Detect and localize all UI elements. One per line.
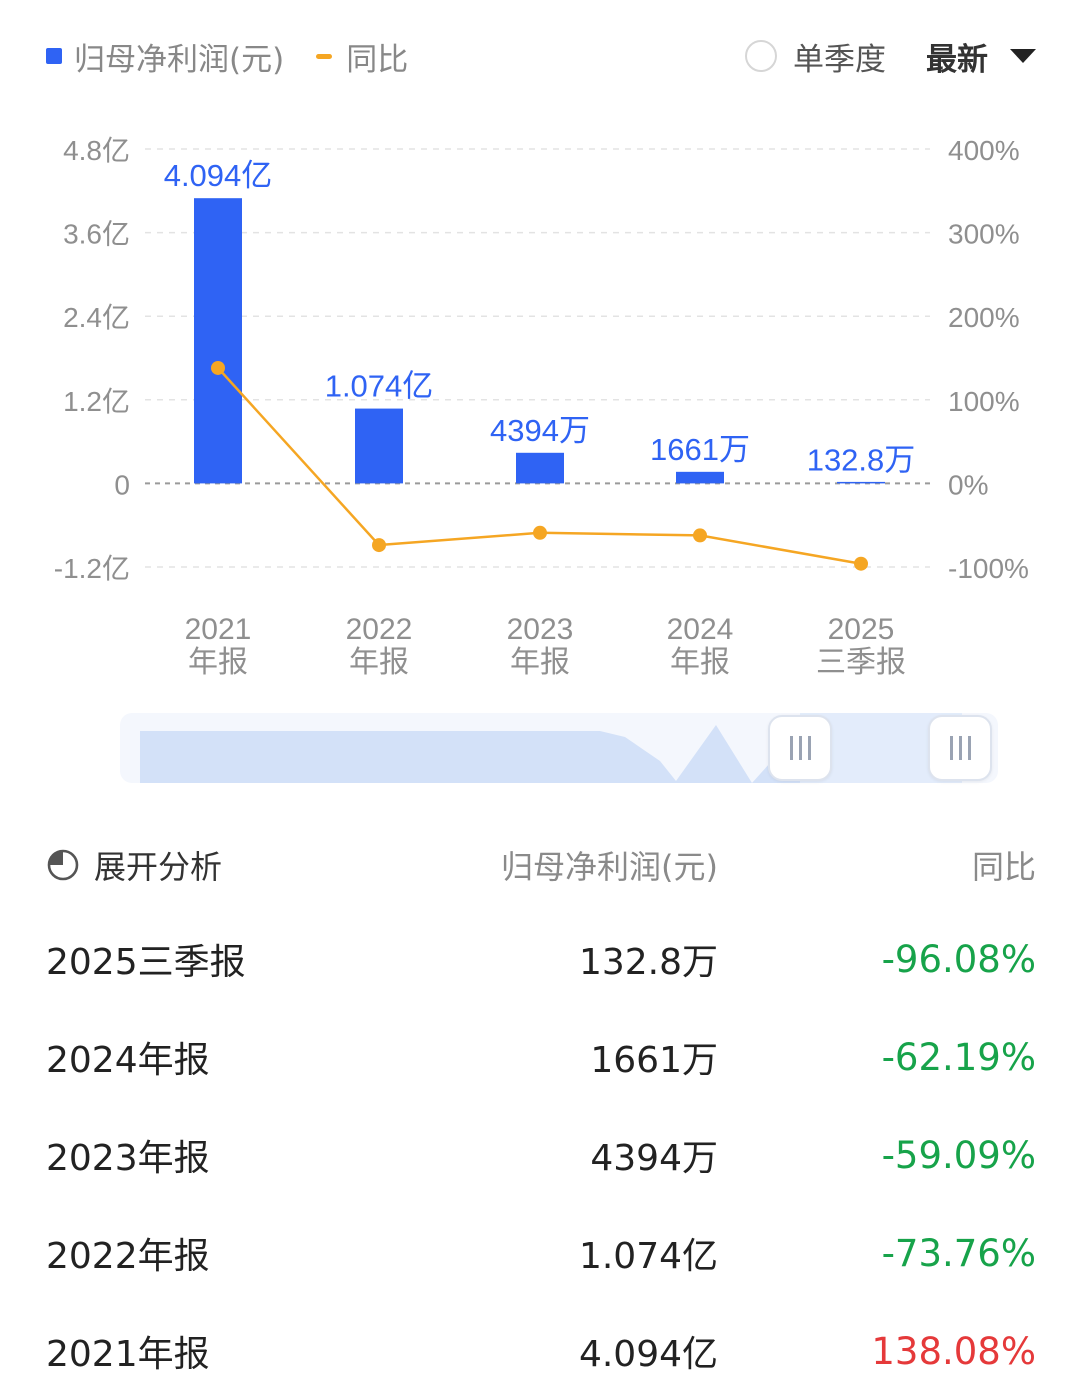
row-period: 2025三季报 bbox=[46, 942, 246, 983]
table-row[interactable]: 2021年报 4.094亿 138.08% bbox=[46, 1302, 1036, 1400]
y-left-tick-label: 2.4亿 bbox=[63, 302, 130, 333]
table-row[interactable]: 2024年报 1661万 -62.19% bbox=[46, 1008, 1036, 1106]
y-left-tick-label: 1.2亿 bbox=[63, 386, 130, 417]
yoy-point bbox=[533, 525, 547, 540]
sort-select[interactable]: 最新 bbox=[926, 41, 988, 78]
table-header: 展开分析 归母净利润(元) 同比 bbox=[46, 820, 1036, 910]
bar-data-label: 132.8万 bbox=[807, 442, 916, 477]
bar bbox=[837, 481, 885, 484]
row-yoy: -73.76% bbox=[881, 1231, 1036, 1275]
legend-label-profit: 归母净利润(元) bbox=[74, 41, 285, 78]
chart-legend: 归母净利润(元) 同比 bbox=[46, 28, 440, 84]
bar bbox=[194, 198, 242, 484]
yoy-point bbox=[693, 528, 707, 543]
x-tick-label-type: 年报 bbox=[349, 646, 409, 679]
row-profit: 1661万 bbox=[590, 1040, 718, 1081]
row-yoy: -62.19% bbox=[881, 1035, 1036, 1079]
grip-line bbox=[789, 736, 793, 760]
table-row[interactable]: 2025三季报 132.8万 -96.08% bbox=[46, 910, 1036, 1008]
x-tick-label-type: 年报 bbox=[510, 646, 570, 679]
yoy-point bbox=[211, 360, 225, 375]
row-period: 2021年报 bbox=[46, 1334, 210, 1375]
row-period: 2022年报 bbox=[46, 1236, 210, 1277]
table-row[interactable]: 2022年报 1.074亿 -73.76% bbox=[46, 1204, 1036, 1302]
row-profit: 132.8万 bbox=[578, 942, 718, 983]
y-left-tick-label: -1.2亿 bbox=[54, 553, 130, 584]
bar-data-label: 4.094亿 bbox=[164, 158, 273, 193]
chart-controls: 单季度 最新 bbox=[745, 28, 1036, 84]
legend-label-yoy: 同比 bbox=[346, 41, 409, 78]
bar-data-label: 1661万 bbox=[650, 432, 750, 467]
legend-item-yoy[interactable]: 同比 bbox=[316, 34, 408, 79]
slider-left-handle[interactable] bbox=[768, 715, 832, 781]
pie-chart-icon bbox=[47, 849, 79, 881]
y-right-tick-label: 0% bbox=[948, 469, 988, 500]
y-left-tick-label: 0 bbox=[114, 469, 130, 500]
grip-line bbox=[949, 736, 953, 760]
legend-item-profit[interactable]: 归母净利润(元) bbox=[46, 34, 284, 79]
x-tick-label-year: 2025 bbox=[828, 613, 895, 646]
orange-dash-icon bbox=[316, 53, 333, 59]
bar bbox=[516, 452, 564, 484]
caret-down-icon[interactable] bbox=[1010, 49, 1036, 63]
y-right-tick-label: 400% bbox=[948, 135, 1020, 166]
x-tick-label-year: 2022 bbox=[346, 613, 413, 646]
x-tick-label-year: 2023 bbox=[507, 613, 574, 646]
single-quarter-radio[interactable] bbox=[745, 40, 777, 72]
row-profit: 4.094亿 bbox=[578, 1334, 718, 1375]
y-left-tick-label: 4.8亿 bbox=[63, 135, 130, 166]
profit-chart: 4.8亿 3.6亿 2.4亿 1.2亿 0 -1.2亿 400% 300% 200% 100% 0%… bbox=[54, 135, 1029, 679]
slider-preview bbox=[140, 725, 950, 783]
bar-data-label: 1.074亿 bbox=[325, 369, 434, 404]
bar-data-label: 4394万 bbox=[490, 413, 590, 448]
x-tick-label-type: 年报 bbox=[670, 646, 730, 679]
grip-line bbox=[798, 736, 802, 760]
slider-preview-area bbox=[140, 725, 950, 783]
x-tick-label-type: 三季报 bbox=[816, 646, 906, 679]
y-right-tick-label: 200% bbox=[948, 302, 1020, 333]
row-period: 2024年报 bbox=[46, 1040, 210, 1081]
expand-analysis-button[interactable]: 展开分析 bbox=[46, 842, 446, 888]
y-right-tick-label: 300% bbox=[948, 219, 1020, 250]
table-row[interactable]: 2023年报 4394万 -59.09% bbox=[46, 1106, 1036, 1204]
row-yoy: -59.09% bbox=[881, 1133, 1036, 1177]
header-yoy: 同比 bbox=[971, 848, 1036, 886]
profit-table: 展开分析 归母净利润(元) 同比 2025三季报 132.8万 -96.08% 202… bbox=[46, 820, 1036, 1400]
row-period: 2023年报 bbox=[46, 1138, 210, 1179]
yoy-point bbox=[372, 538, 386, 553]
x-tick-label-year: 2021 bbox=[185, 613, 252, 646]
yoy-point bbox=[854, 556, 868, 571]
x-tick-label-year: 2024 bbox=[667, 613, 734, 646]
range-slider[interactable] bbox=[120, 713, 998, 783]
y-right-tick-label: -100% bbox=[948, 553, 1029, 584]
row-yoy: -96.08% bbox=[881, 937, 1036, 981]
row-profit: 4394万 bbox=[590, 1138, 718, 1179]
bar bbox=[676, 471, 724, 484]
slider-right-handle[interactable] bbox=[928, 715, 992, 781]
y-left-tick-label: 3.6亿 bbox=[63, 219, 130, 250]
expand-analysis-label: 展开分析 bbox=[94, 848, 223, 886]
row-profit: 1.074亿 bbox=[578, 1236, 718, 1277]
single-quarter-label[interactable]: 单季度 bbox=[793, 41, 886, 78]
grip-line bbox=[958, 736, 962, 760]
table-body: 2025三季报 132.8万 -96.08% 2024年报 1661万 -62.19% 20… bbox=[46, 910, 1036, 1400]
header-profit: 归母净利润(元) bbox=[501, 848, 718, 886]
bar bbox=[355, 408, 403, 484]
x-tick-label-type: 年报 bbox=[188, 646, 248, 679]
row-yoy: 138.08% bbox=[871, 1329, 1036, 1373]
grip-line bbox=[807, 736, 811, 760]
blue-square-icon bbox=[46, 48, 62, 64]
y-right-tick-label: 100% bbox=[948, 386, 1020, 417]
grip-line bbox=[967, 736, 971, 760]
